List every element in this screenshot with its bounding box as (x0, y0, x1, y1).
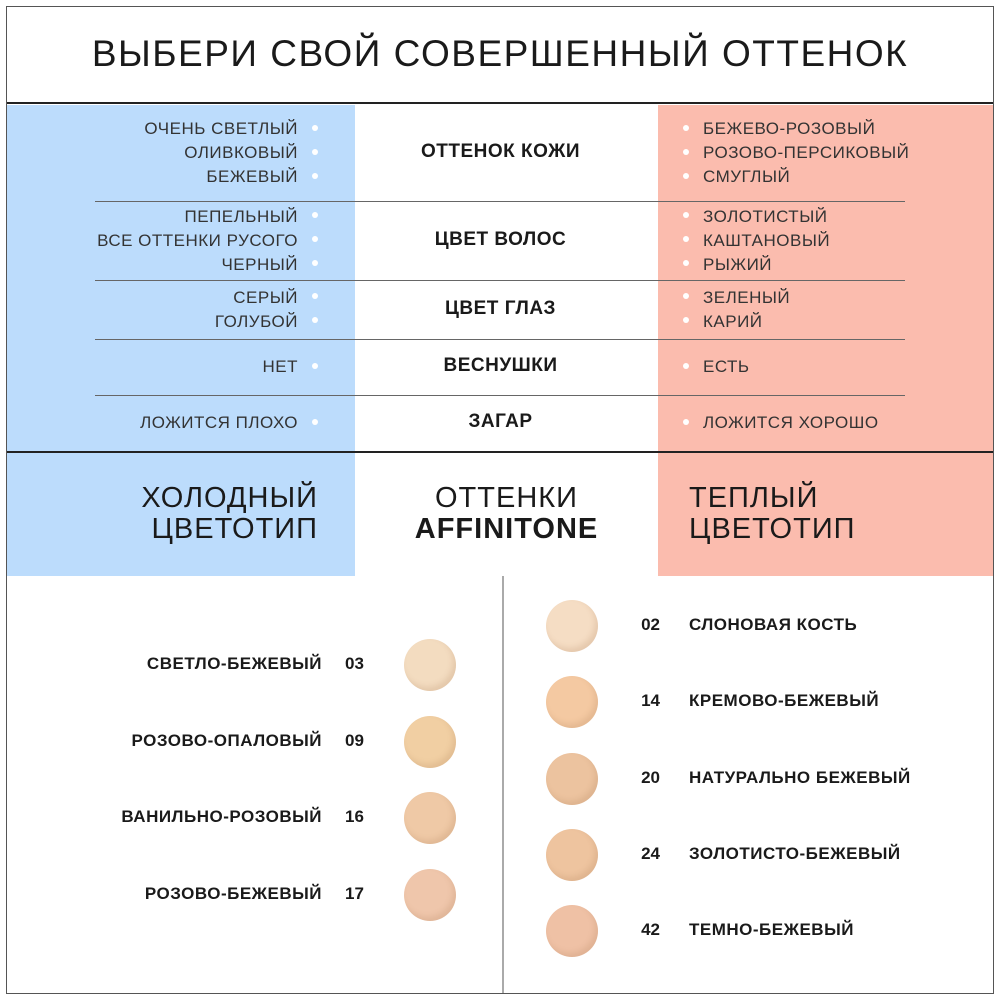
shade-number: 17 (345, 883, 364, 903)
warm-traits: ЗОЛОТИСТЫЙ КАШТАНОВЫЙ РЫЖИЙ (683, 205, 830, 277)
shade-number: 42 (641, 920, 660, 940)
cold-traits: ЛОЖИТСЯ ПЛОХО (140, 411, 318, 435)
cold-traits: СЕРЫЙ ГОЛУБОЙ (215, 286, 318, 334)
cold-trait: ВСЕ ОТТЕНКИ РУСОГО (97, 229, 318, 253)
warm-trait: БЕЖЕВО-РОЗОВЫЙ (683, 117, 909, 141)
warm-traits: ЛОЖИТСЯ ХОРОШО (683, 411, 879, 435)
shade-swatch (404, 715, 456, 768)
cold-trait: ОЧЕНЬ СВЕТЛЫЙ (144, 117, 318, 141)
row-separator (95, 201, 905, 202)
shade-name: РОЗОВО-БЕЖЕВЫЙ (144, 883, 322, 903)
shade-swatch (404, 639, 456, 691)
shade-swatch (546, 676, 598, 729)
affinitone-line1: ОТТЕНКИ (434, 482, 578, 514)
warm-trait: ЛОЖИТСЯ ХОРОШО (683, 411, 879, 435)
shade-name: СВЕТЛО-БЕЖЕВЫЙ (146, 654, 322, 673)
trait-label: ОТТЕНОК КОЖИ (421, 141, 580, 162)
shade-number: 16 (345, 807, 364, 826)
cold-trait: ГОЛУБОЙ (215, 310, 318, 334)
warm-trait: КАРИЙ (683, 310, 790, 334)
shade-name: ЗОЛОТИСТО-БЕЖЕВЫЙ (689, 843, 901, 863)
warm-type-line1: ТЕПЛЫЙ (689, 482, 819, 514)
trait-label: ЦВЕТ ГЛАЗ (445, 297, 556, 319)
cold-trait: ПЕПЕЛЬНЫЙ (97, 205, 318, 229)
warm-trait: ЗОЛОТИСТЫЙ (683, 205, 830, 229)
warm-trait: ЗЕЛЕНЫЙ (683, 286, 790, 310)
cold-type-heading: ХОЛОДНЫЙ ЦВЕТОТИП (141, 483, 318, 545)
cold-trait: НЕТ (263, 355, 319, 379)
warm-trait: СМУГЛЫЙ (683, 165, 909, 189)
shade-name: КРЕМОВО-БЕЖЕВЫЙ (689, 691, 880, 711)
affinitone-line2: AFFINITONE (414, 513, 599, 545)
cold-traits: НЕТ (263, 355, 319, 379)
shade-number: 02 (641, 615, 660, 634)
table-divider (6, 451, 994, 453)
row-separator (95, 339, 905, 340)
shade-swatch (546, 905, 598, 958)
warm-trait: РЫЖИЙ (683, 253, 830, 277)
shade-swatch (546, 600, 598, 652)
shades-divider (502, 576, 504, 994)
shade-swatch (546, 752, 598, 805)
shade-swatch (546, 828, 598, 881)
shade-number: 24 (641, 843, 660, 863)
shade-name: ВАНИЛЬНО-РОЗОВЫЙ (121, 807, 322, 826)
trait-label: ВЕСНУШКИ (443, 355, 558, 376)
warm-type-line2: ЦВЕТОТИП (689, 513, 856, 545)
shade-name: СЛОНОВАЯ КОСТЬ (689, 615, 858, 634)
trait-label: ЗАГАР (468, 411, 533, 432)
warm-type-heading: ТЕПЛЫЙ ЦВЕТОТИП (689, 483, 856, 545)
shade-name: РОЗОВО-ОПАЛОВЫЙ (131, 730, 322, 750)
cold-trait: ЛОЖИТСЯ ПЛОХО (140, 411, 318, 435)
shade-swatch (404, 868, 456, 921)
shade-number: 14 (641, 691, 660, 711)
page-title: ВЫБЕРИ СВОЙ СОВЕРШЕННЫЙ ОТТЕНОК (6, 6, 994, 104)
warm-traits: ЕСТЬ (683, 355, 750, 379)
shade-number: 20 (641, 767, 660, 787)
warm-traits: ЗЕЛЕНЫЙ КАРИЙ (683, 286, 790, 334)
affinitone-heading: ОТТЕНКИ AFFINITONE (355, 483, 658, 545)
shade-swatch (404, 792, 456, 844)
shade-number: 03 (345, 654, 364, 673)
shade-number: 09 (345, 730, 364, 750)
row-separator (95, 395, 905, 396)
shade-name: ТЕМНО-БЕЖЕВЫЙ (689, 920, 854, 940)
warm-trait: РОЗОВО-ПЕРСИКОВЫЙ (683, 141, 909, 165)
cold-type-line1: ХОЛОДНЫЙ (141, 482, 318, 514)
warm-trait: КАШТАНОВЫЙ (683, 229, 830, 253)
row-separator (95, 280, 905, 281)
trait-label: ЦВЕТ ВОЛОС (434, 228, 567, 250)
shade-name: НАТУРАЛЬНО БЕЖЕВЫЙ (689, 767, 911, 787)
cold-trait: ОЛИВКОВЫЙ (144, 141, 318, 165)
warm-trait: ЕСТЬ (683, 355, 750, 379)
cold-traits: ОЧЕНЬ СВЕТЛЫЙ ОЛИВКОВЫЙ БЕЖЕВЫЙ (144, 117, 318, 189)
cold-trait: БЕЖЕВЫЙ (144, 165, 318, 189)
warm-traits: БЕЖЕВО-РОЗОВЫЙ РОЗОВО-ПЕРСИКОВЫЙ СМУГЛЫЙ (683, 117, 909, 189)
frame-border (6, 6, 994, 994)
cold-traits: ПЕПЕЛЬНЫЙ ВСЕ ОТТЕНКИ РУСОГО ЧЕРНЫЙ (97, 205, 318, 277)
cold-type-line2: ЦВЕТОТИП (151, 513, 318, 545)
cold-trait: ЧЕРНЫЙ (97, 253, 318, 277)
cold-trait: СЕРЫЙ (215, 286, 318, 310)
